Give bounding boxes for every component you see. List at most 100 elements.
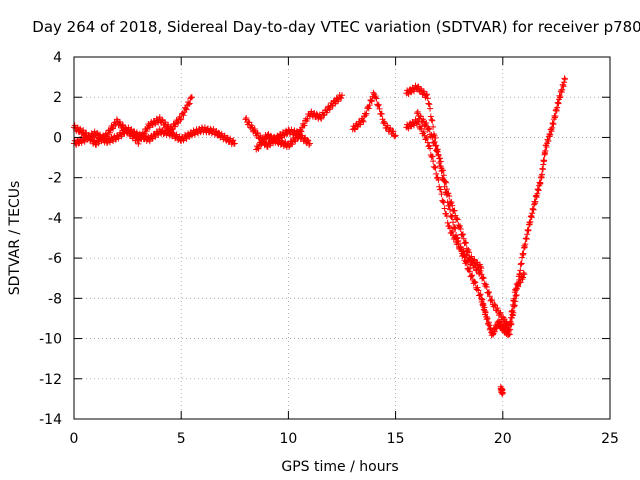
point-marker [299, 132, 306, 139]
point-marker [257, 132, 264, 139]
point-marker [486, 288, 493, 295]
point-marker [426, 101, 433, 108]
point-marker [450, 219, 457, 226]
point-marker [448, 199, 455, 206]
y-tick-label: -10 [39, 332, 62, 348]
point-marker [440, 167, 447, 174]
point-marker [339, 92, 345, 99]
point-marker [542, 147, 549, 154]
point-marker [185, 101, 192, 108]
point-marker [521, 271, 528, 278]
point-marker [180, 112, 187, 119]
point-marker [539, 171, 546, 178]
point-marker [264, 131, 271, 138]
point-marker [446, 206, 453, 213]
point-marker [435, 151, 442, 158]
y-tick-label: -8 [48, 291, 62, 307]
point-marker [443, 186, 450, 193]
series-track-d [253, 130, 313, 153]
point-marker [296, 130, 303, 137]
point-marker [437, 186, 444, 193]
point-marker [326, 106, 333, 113]
point-marker [466, 249, 473, 256]
point-marker [90, 138, 97, 145]
point-marker [373, 95, 380, 102]
point-marker [441, 205, 448, 212]
point-marker [242, 116, 249, 123]
point-marker [182, 105, 189, 112]
point-marker [471, 256, 478, 263]
point-marker [351, 125, 358, 132]
point-marker [496, 310, 503, 317]
point-marker [446, 192, 453, 199]
point-marker [143, 128, 150, 135]
x-tick-label: 5 [177, 431, 186, 447]
point-marker [456, 222, 463, 229]
point-marker [391, 133, 398, 140]
point-marker [452, 225, 459, 232]
point-marker [433, 170, 440, 177]
point-marker [427, 113, 434, 120]
point-marker [424, 95, 431, 102]
y-tick-label: -6 [48, 251, 62, 267]
point-marker [557, 93, 564, 100]
y-tick-label: -4 [48, 211, 62, 227]
point-marker [177, 116, 184, 123]
point-marker [418, 125, 425, 132]
point-marker [483, 283, 490, 290]
point-marker [440, 172, 447, 179]
point-marker [218, 130, 225, 137]
series-track-g [403, 116, 528, 334]
point-marker [468, 272, 475, 279]
point-marker [437, 158, 444, 165]
point-marker [429, 134, 436, 141]
point-marker [552, 113, 559, 120]
point-marker [530, 206, 537, 213]
point-marker [520, 269, 527, 276]
point-marker [451, 207, 458, 214]
point-marker [449, 202, 456, 209]
point-marker [547, 131, 554, 138]
point-marker [449, 228, 456, 235]
point-marker [407, 123, 414, 130]
point-marker [440, 199, 447, 206]
point-marker [417, 85, 424, 92]
point-marker [432, 134, 439, 141]
point-marker [561, 76, 568, 83]
x-tick-label: 0 [70, 431, 79, 447]
y-tick-label: 4 [53, 50, 62, 66]
point-marker [368, 98, 375, 105]
point-marker [188, 132, 195, 139]
point-marker [80, 127, 87, 134]
point-marker [106, 129, 113, 136]
point-marker [429, 153, 436, 160]
chart-title: Day 264 of 2018, Sidereal Day-to-day VTE… [32, 18, 640, 36]
point-marker [110, 125, 117, 132]
plot-frame [73, 56, 611, 420]
point-marker [165, 121, 172, 128]
point-marker [499, 389, 506, 396]
point-marker [162, 119, 169, 126]
point-marker [142, 132, 149, 139]
point-marker [435, 176, 442, 183]
point-marker [243, 114, 250, 121]
point-marker [425, 100, 432, 107]
point-marker [484, 315, 491, 322]
point-marker [497, 309, 504, 316]
point-marker [365, 105, 372, 112]
point-marker [414, 108, 421, 115]
point-marker [423, 92, 430, 99]
point-marker [520, 274, 527, 281]
point-marker [432, 142, 439, 149]
point-marker [474, 284, 481, 291]
point-marker [423, 119, 430, 126]
point-marker [515, 283, 522, 290]
point-marker [116, 118, 123, 125]
point-marker [301, 122, 308, 129]
point-marker [420, 88, 427, 95]
series-outlier [497, 383, 506, 398]
point-marker [525, 227, 532, 234]
point-marker [354, 123, 361, 130]
point-marker [186, 100, 193, 107]
point-marker [313, 110, 320, 117]
